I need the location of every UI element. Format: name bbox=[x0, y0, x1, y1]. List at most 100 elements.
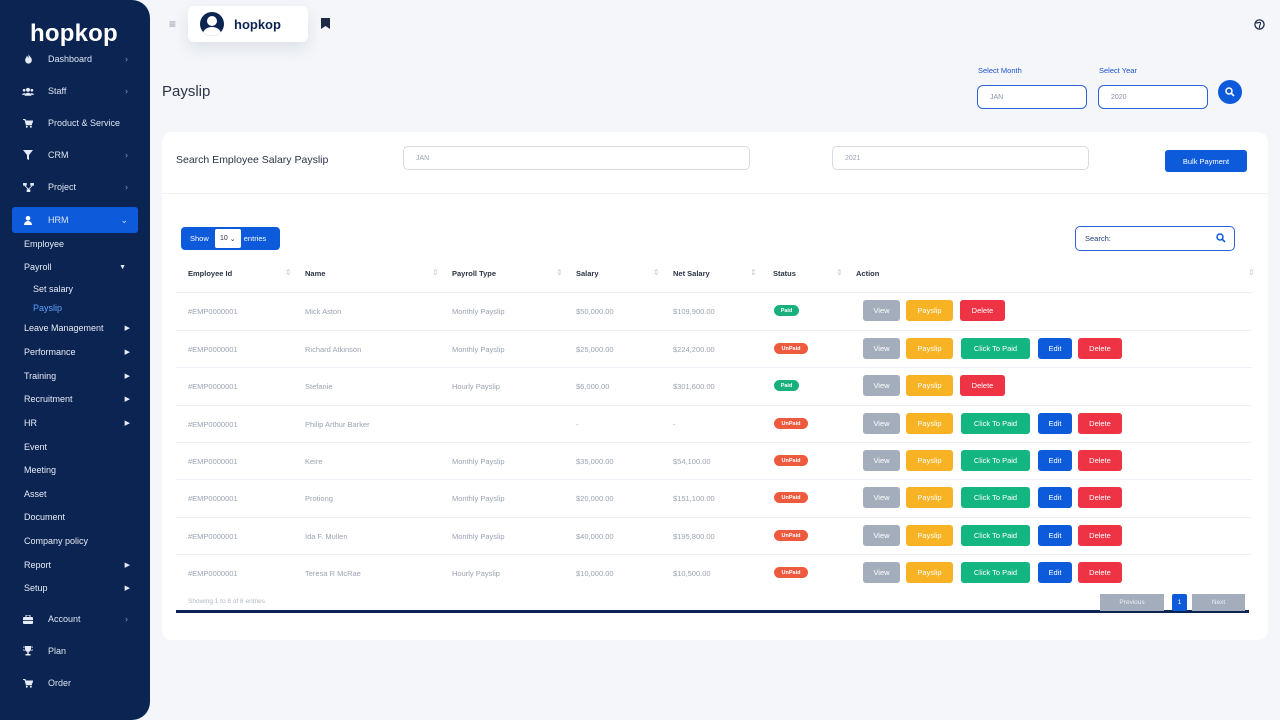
sidebar-item-dashboard[interactable]: Dashboard › bbox=[12, 46, 138, 72]
view-button[interactable]: View bbox=[863, 375, 900, 396]
sort-icon[interactable]: ⇕ bbox=[1248, 268, 1255, 277]
employee-id-cell[interactable]: #EMP0000001 bbox=[188, 494, 238, 503]
click-to-paid-button[interactable]: Click To Paid bbox=[961, 450, 1030, 471]
edit-button[interactable]: Edit bbox=[1038, 525, 1072, 546]
next-page-button[interactable]: Next bbox=[1192, 594, 1245, 611]
sort-icon[interactable]: ⇕ bbox=[432, 268, 439, 277]
delete-button[interactable]: Delete bbox=[1078, 525, 1122, 546]
sidebar-item-order[interactable]: Order bbox=[12, 670, 138, 696]
payslip-button[interactable]: Payslip bbox=[906, 525, 953, 546]
scrollbar[interactable] bbox=[176, 610, 1249, 613]
sort-icon[interactable]: ⇕ bbox=[285, 268, 292, 277]
employee-id-cell[interactable]: #EMP0000001 bbox=[188, 420, 238, 429]
payslip-button[interactable]: Payslip bbox=[906, 487, 953, 508]
col-status[interactable]: Status bbox=[773, 269, 796, 278]
month-input[interactable]: JAN bbox=[403, 146, 750, 170]
edit-button[interactable]: Edit bbox=[1038, 562, 1072, 583]
sidebar-item-account[interactable]: Account › bbox=[12, 606, 138, 632]
table-search-input[interactable]: Search: bbox=[1075, 226, 1235, 251]
sidebar-item-report[interactable]: Report ▶ bbox=[24, 557, 130, 573]
view-button[interactable]: View bbox=[863, 300, 900, 321]
edit-button[interactable]: Edit bbox=[1038, 338, 1072, 359]
col-net-salary[interactable]: Net Salary bbox=[673, 269, 710, 278]
col-action[interactable]: Action bbox=[856, 269, 880, 278]
entries-select[interactable]: 10 ⌄ bbox=[214, 229, 241, 248]
year-input[interactable]: 2021 bbox=[832, 146, 1089, 170]
globe-icon[interactable] bbox=[1254, 19, 1265, 33]
bookmark-icon[interactable] bbox=[321, 18, 330, 32]
payslip-button[interactable]: Payslip bbox=[906, 375, 953, 396]
click-to-paid-button[interactable]: Click To Paid bbox=[961, 487, 1030, 508]
sort-icon[interactable]: ⇕ bbox=[556, 268, 563, 277]
select-month-input[interactable]: JAN bbox=[977, 85, 1087, 109]
sidebar-item-employee[interactable]: Employee bbox=[24, 236, 130, 252]
payslip-button[interactable]: Payslip bbox=[906, 562, 953, 583]
sidebar-item-staff[interactable]: Staff › bbox=[12, 78, 138, 104]
payslip-button[interactable]: Payslip bbox=[906, 413, 953, 434]
delete-button[interactable]: Delete bbox=[1078, 450, 1122, 471]
sidebar-item-event[interactable]: Event bbox=[24, 439, 130, 455]
menu-icon[interactable]: ≡ bbox=[169, 17, 177, 31]
click-to-paid-button[interactable]: Click To Paid bbox=[961, 525, 1030, 546]
sidebar-item-payroll[interactable]: Payroll ▼ bbox=[24, 259, 130, 275]
search-button[interactable] bbox=[1218, 80, 1242, 104]
sidebar-item-leave-management[interactable]: Leave Management ▶ bbox=[24, 320, 130, 336]
sidebar-item-document[interactable]: Document bbox=[24, 509, 130, 525]
previous-page-button[interactable]: Previous bbox=[1100, 594, 1164, 611]
sidebar-item-meeting[interactable]: Meeting bbox=[24, 462, 130, 478]
view-button[interactable]: View bbox=[863, 450, 900, 471]
view-button[interactable]: View bbox=[863, 413, 900, 434]
sidebar-item-product-service[interactable]: Product & Service bbox=[12, 110, 138, 136]
sidebar-item-crm[interactable]: CRM › bbox=[12, 142, 138, 168]
delete-button[interactable]: Delete bbox=[1078, 413, 1122, 434]
employee-id-cell[interactable]: #EMP0000001 bbox=[188, 457, 238, 466]
bulk-payment-button[interactable]: Bulk Payment bbox=[1165, 150, 1247, 172]
delete-button[interactable]: Delete bbox=[960, 375, 1005, 396]
click-to-paid-button[interactable]: Click To Paid bbox=[961, 562, 1030, 583]
payslip-button[interactable]: Payslip bbox=[906, 450, 953, 471]
sidebar-item-project[interactable]: Project › bbox=[12, 174, 138, 200]
employee-id-cell[interactable]: #EMP0000001 bbox=[188, 569, 238, 578]
col-name[interactable]: Name bbox=[305, 269, 326, 278]
edit-button[interactable]: Edit bbox=[1038, 413, 1072, 434]
employee-id-cell[interactable]: #EMP0000001 bbox=[188, 307, 238, 316]
view-button[interactable]: View bbox=[863, 487, 900, 508]
select-year-input[interactable]: 2020 bbox=[1098, 85, 1208, 109]
app-logo[interactable]: hopkop bbox=[30, 20, 118, 47]
employee-id-cell[interactable]: #EMP0000001 bbox=[188, 345, 238, 354]
sidebar-item-company-policy[interactable]: Company policy bbox=[24, 533, 130, 549]
sidebar-item-asset[interactable]: Asset bbox=[24, 486, 130, 502]
view-button[interactable]: View bbox=[863, 525, 900, 546]
delete-button[interactable]: Delete bbox=[1078, 487, 1122, 508]
payslip-button[interactable]: Payslip bbox=[906, 300, 953, 321]
col-payroll-type[interactable]: Payroll Type bbox=[452, 269, 497, 278]
sidebar-item-setup[interactable]: Setup ▶ bbox=[24, 580, 130, 596]
sidebar-item-performance[interactable]: Performance ▶ bbox=[24, 344, 130, 360]
sidebar-item-recruitment[interactable]: Recruitment ▶ bbox=[24, 391, 130, 407]
sidebar-item-plan[interactable]: Plan bbox=[12, 638, 138, 664]
col-salary[interactable]: Salary bbox=[576, 269, 599, 278]
view-button[interactable]: View bbox=[863, 562, 900, 583]
sidebar-item-training[interactable]: Training ▶ bbox=[24, 368, 130, 384]
view-button[interactable]: View bbox=[863, 338, 900, 359]
delete-button[interactable]: Delete bbox=[960, 300, 1005, 321]
edit-button[interactable]: Edit bbox=[1038, 450, 1072, 471]
sidebar-item-payslip[interactable]: Payslip bbox=[33, 303, 63, 313]
edit-button[interactable]: Edit bbox=[1038, 487, 1072, 508]
col-employee-id[interactable]: Employee Id bbox=[188, 269, 233, 278]
click-to-paid-button[interactable]: Click To Paid bbox=[961, 338, 1030, 359]
sidebar-item-set-salary[interactable]: Set salary bbox=[33, 284, 74, 294]
sort-icon[interactable]: ⇕ bbox=[653, 268, 660, 277]
click-to-paid-button[interactable]: Click To Paid bbox=[961, 413, 1030, 434]
page-1-button[interactable]: 1 bbox=[1172, 594, 1187, 611]
delete-button[interactable]: Delete bbox=[1078, 338, 1122, 359]
delete-button[interactable]: Delete bbox=[1078, 562, 1122, 583]
employee-id-cell[interactable]: #EMP0000001 bbox=[188, 382, 238, 391]
sort-icon[interactable]: ⇕ bbox=[836, 268, 843, 277]
payslip-button[interactable]: Payslip bbox=[906, 338, 953, 359]
sidebar-item-hrm[interactable]: HRM ⌄ bbox=[12, 207, 138, 233]
brand-card[interactable]: hopkop bbox=[188, 6, 308, 42]
sort-icon[interactable]: ⇕ bbox=[750, 268, 757, 277]
sidebar-item-hr[interactable]: HR ▶ bbox=[24, 415, 130, 431]
employee-id-cell[interactable]: #EMP0000001 bbox=[188, 532, 238, 541]
